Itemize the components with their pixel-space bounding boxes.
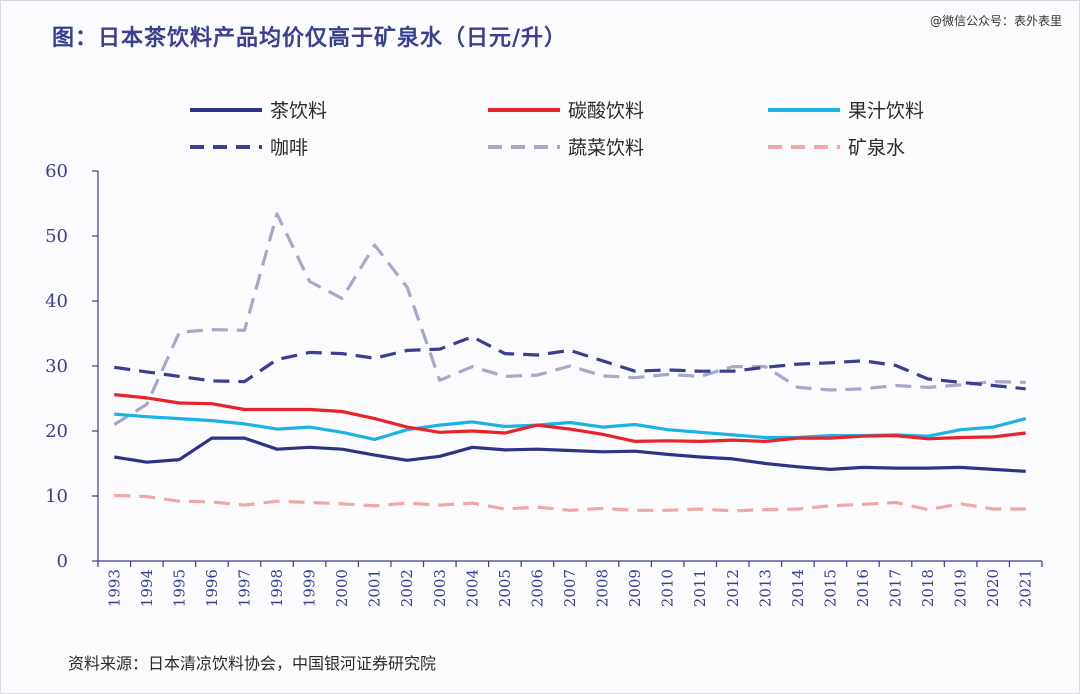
y-tick-label: 10	[45, 486, 68, 507]
y-tick-label: 60	[45, 161, 68, 182]
y-tick-label: 20	[45, 421, 68, 442]
series-line-4	[114, 335, 1026, 391]
legend-label: 茶饮料	[270, 100, 327, 122]
x-tick-label: 1993	[105, 569, 123, 607]
x-tick-label: 1996	[203, 569, 221, 607]
x-tick-label: 2004	[463, 569, 481, 607]
x-tick-label: 1994	[138, 569, 156, 607]
x-tick-label: 2007	[561, 569, 579, 607]
legend-label: 蔬菜饮料	[568, 137, 644, 159]
source-note: 资料来源：日本清凉饮料协会，中国银河证券研究院	[68, 654, 437, 673]
x-tick-label: 1998	[268, 569, 286, 607]
x-tick-label: 2018	[919, 569, 937, 607]
x-tick-label: 2006	[528, 569, 546, 607]
x-tick-label: 2017	[887, 569, 905, 607]
x-tick-label: 2005	[496, 569, 514, 607]
x-tick-label: 2011	[691, 569, 709, 607]
y-tick-label: 0	[57, 551, 68, 572]
series-line-2	[114, 393, 1026, 443]
x-tick-label: 2009	[626, 569, 644, 607]
x-tick-label: 2003	[431, 569, 449, 607]
x-tick-label: 2012	[724, 569, 742, 607]
series-line-1	[114, 436, 1026, 473]
chart-title: 图：日本茶饮料产品均价仅高于矿泉水（日元/升）	[52, 25, 568, 51]
x-tick-label: 2021	[1017, 569, 1035, 607]
y-tick-label: 30	[45, 356, 68, 377]
y-tick-label: 50	[45, 226, 68, 247]
x-tick-label: 2015	[821, 569, 839, 607]
legend-label: 矿泉水	[848, 137, 905, 159]
watermark: @微信公众号：表外表里	[929, 14, 1062, 28]
x-tick-label: 2016	[854, 569, 872, 607]
series-lines	[113, 212, 1027, 513]
legend-label: 咖啡	[270, 137, 308, 159]
legend-label: 碳酸饮料	[568, 100, 644, 122]
x-tick-label: 2010	[659, 569, 677, 607]
axes: 0 10 20 30 40 50 60 1993 1994 1995 1996 1997 1998 199…	[45, 161, 1043, 607]
x-tick-label: 2001	[366, 569, 384, 607]
x-tick-label: 1999	[301, 569, 319, 607]
x-tick-label: 2014	[789, 569, 807, 607]
series-line-5	[113, 212, 1026, 426]
x-tick-label: 2008	[594, 569, 612, 607]
y-tick-label: 40	[45, 291, 68, 312]
x-tick-label: 2020	[984, 569, 1002, 607]
x-tick-label: 1995	[170, 569, 188, 607]
x-tick-label: 2019	[952, 569, 970, 607]
x-tick-label: 1997	[235, 569, 253, 607]
series-line-6	[114, 493, 1026, 513]
legend-label: 果汁饮料	[848, 100, 924, 122]
x-tick-label: 2002	[398, 569, 416, 607]
x-tick-label: 2000	[333, 569, 351, 607]
x-tick-label: 2013	[756, 569, 774, 607]
